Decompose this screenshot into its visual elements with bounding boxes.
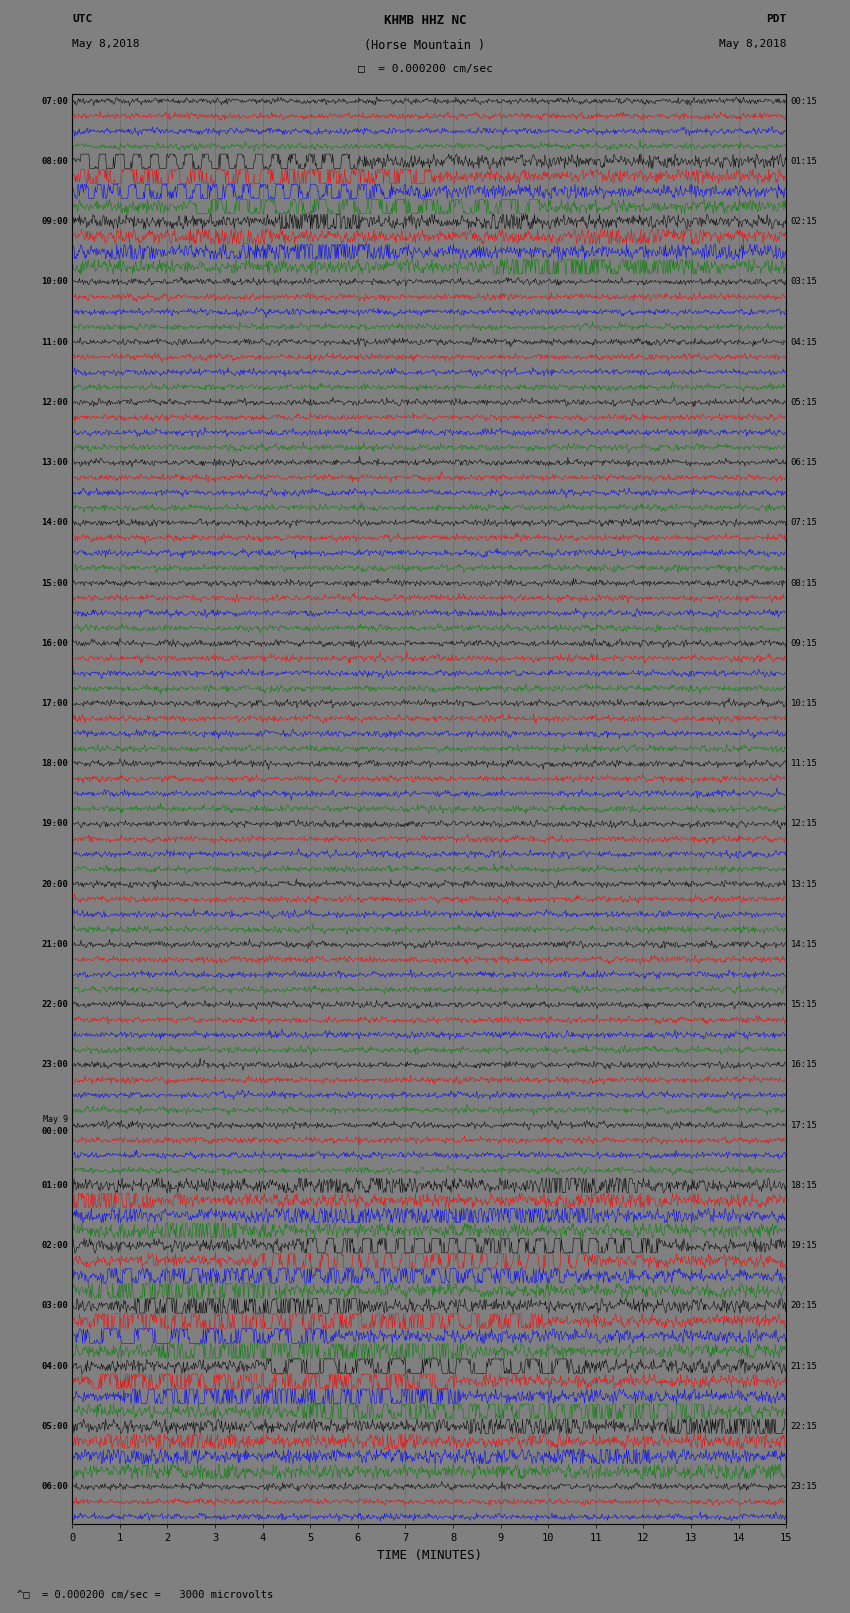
Text: 14:15: 14:15 xyxy=(790,940,818,948)
Text: May 8,2018: May 8,2018 xyxy=(72,39,139,50)
Text: 01:00: 01:00 xyxy=(41,1181,68,1190)
Text: 22:15: 22:15 xyxy=(790,1423,818,1431)
Text: PDT: PDT xyxy=(766,15,786,24)
Text: 02:00: 02:00 xyxy=(41,1240,68,1250)
Text: 21:15: 21:15 xyxy=(790,1361,818,1371)
Text: 04:00: 04:00 xyxy=(41,1361,68,1371)
Text: 18:00: 18:00 xyxy=(41,760,68,768)
Text: 08:00: 08:00 xyxy=(41,156,68,166)
Text: 17:15: 17:15 xyxy=(790,1121,818,1129)
Text: 12:00: 12:00 xyxy=(41,398,68,406)
Text: 09:00: 09:00 xyxy=(41,218,68,226)
Text: 07:15: 07:15 xyxy=(790,518,818,527)
Text: 06:15: 06:15 xyxy=(790,458,818,468)
Text: 14:00: 14:00 xyxy=(41,518,68,527)
Text: 09:15: 09:15 xyxy=(790,639,818,648)
Text: 20:15: 20:15 xyxy=(790,1302,818,1310)
Text: ^□  = 0.000200 cm/sec =   3000 microvolts: ^□ = 0.000200 cm/sec = 3000 microvolts xyxy=(17,1590,273,1600)
Text: 02:15: 02:15 xyxy=(790,218,818,226)
Text: UTC: UTC xyxy=(72,15,93,24)
Text: 08:15: 08:15 xyxy=(790,579,818,587)
Text: 13:15: 13:15 xyxy=(790,879,818,889)
Text: 07:00: 07:00 xyxy=(41,97,68,105)
X-axis label: TIME (MINUTES): TIME (MINUTES) xyxy=(377,1548,482,1561)
Text: 06:00: 06:00 xyxy=(41,1482,68,1490)
Text: KHMB HHZ NC: KHMB HHZ NC xyxy=(383,15,467,27)
Text: 00:15: 00:15 xyxy=(790,97,818,105)
Text: 20:00: 20:00 xyxy=(41,879,68,889)
Text: 04:15: 04:15 xyxy=(790,337,818,347)
Text: 03:15: 03:15 xyxy=(790,277,818,287)
Text: 01:15: 01:15 xyxy=(790,156,818,166)
Text: 19:00: 19:00 xyxy=(41,819,68,829)
Text: 22:00: 22:00 xyxy=(41,1000,68,1010)
Text: 00:00: 00:00 xyxy=(41,1126,68,1136)
Text: 15:15: 15:15 xyxy=(790,1000,818,1010)
Text: 16:00: 16:00 xyxy=(41,639,68,648)
Text: 05:15: 05:15 xyxy=(790,398,818,406)
Text: 16:15: 16:15 xyxy=(790,1060,818,1069)
Text: 03:00: 03:00 xyxy=(41,1302,68,1310)
Text: 10:00: 10:00 xyxy=(41,277,68,287)
Text: □  = 0.000200 cm/sec: □ = 0.000200 cm/sec xyxy=(358,63,492,74)
Text: 12:15: 12:15 xyxy=(790,819,818,829)
Text: (Horse Mountain ): (Horse Mountain ) xyxy=(365,39,485,52)
Text: May 8,2018: May 8,2018 xyxy=(719,39,786,50)
Text: 11:15: 11:15 xyxy=(790,760,818,768)
Text: 18:15: 18:15 xyxy=(790,1181,818,1190)
Text: 17:00: 17:00 xyxy=(41,698,68,708)
Text: 23:00: 23:00 xyxy=(41,1060,68,1069)
Text: 11:00: 11:00 xyxy=(41,337,68,347)
Text: 21:00: 21:00 xyxy=(41,940,68,948)
Text: May 9: May 9 xyxy=(43,1115,68,1124)
Text: 23:15: 23:15 xyxy=(790,1482,818,1490)
Text: 10:15: 10:15 xyxy=(790,698,818,708)
Text: 15:00: 15:00 xyxy=(41,579,68,587)
Text: 05:00: 05:00 xyxy=(41,1423,68,1431)
Text: 19:15: 19:15 xyxy=(790,1240,818,1250)
Text: 13:00: 13:00 xyxy=(41,458,68,468)
